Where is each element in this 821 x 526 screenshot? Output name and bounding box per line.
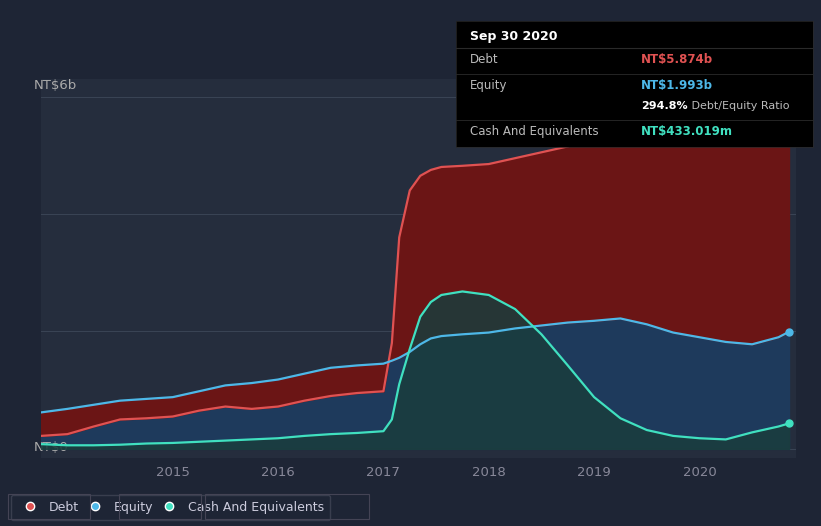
Text: NT$6b: NT$6b: [34, 79, 76, 92]
Text: Debt/Equity Ratio: Debt/Equity Ratio: [688, 100, 789, 110]
Text: Cash And Equivalents: Cash And Equivalents: [470, 125, 599, 138]
Text: Equity: Equity: [470, 79, 507, 92]
Text: NT$0: NT$0: [34, 441, 68, 454]
Text: NT$1.993b: NT$1.993b: [641, 79, 713, 92]
Text: 294.8%: 294.8%: [641, 100, 688, 110]
Text: NT$5.874b: NT$5.874b: [641, 53, 713, 66]
Text: NT$433.019m: NT$433.019m: [641, 125, 733, 138]
Text: Sep 30 2020: Sep 30 2020: [470, 30, 557, 43]
Legend: Debt, Equity, Cash And Equivalents: Debt, Equity, Cash And Equivalents: [11, 494, 330, 520]
Text: Debt: Debt: [470, 53, 498, 66]
